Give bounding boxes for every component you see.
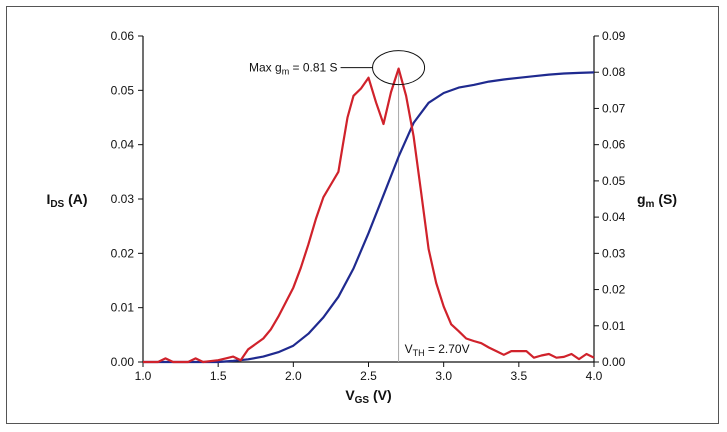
right-tick-label-9: 0.09 (602, 29, 626, 43)
series-ids-line (143, 71, 595, 364)
max-gm-subscript: m (282, 67, 290, 77)
chart: 1.0 1.5 2.0 2.5 3.0 3.5 4.00.000.010.020.030.0… (46, 29, 677, 406)
right-tick-label-8: 0.08 (602, 65, 626, 79)
x-tick-label-5: 3.5 (510, 369, 527, 383)
vth-subscript: TH (413, 348, 425, 358)
x-axis-title: VGS (V) (345, 387, 391, 406)
chart-axes (142, 36, 595, 363)
right-tick-label-4: 0.04 (602, 210, 626, 224)
right-tick-label-6: 0.06 (602, 138, 626, 152)
tick-marks (138, 35, 599, 367)
max-gm-suffix: = 0.81 S (289, 61, 337, 75)
vth-main: V (405, 342, 413, 356)
right-tick-label-5: 0.05 (602, 174, 626, 188)
right-axis-title-unit: (S) (654, 191, 677, 207)
x-axis-title-sub: GS (355, 395, 370, 406)
x-tick-label-1: 1.5 (210, 369, 227, 383)
left-tick-label-1: 0.01 (111, 301, 135, 315)
left-tick-label-3: 0.03 (111, 192, 135, 206)
left-tick-label-4: 0.04 (111, 138, 135, 152)
max-gm-prefix: Max g (249, 61, 282, 75)
left-axis-title-sub: DS (50, 199, 64, 210)
right-tick-label-7: 0.07 (602, 101, 626, 115)
x-tick-label-6: 4.0 (586, 369, 603, 383)
x-axis-title-unit: (V) (369, 387, 392, 403)
left-tick-label-2: 0.02 (111, 246, 135, 260)
max-gm-annotation: Max gm = 0.81 S (249, 61, 338, 77)
x-tick-label-2: 2.0 (285, 369, 302, 383)
right-tick-label-3: 0.03 (602, 246, 626, 260)
right-axis-title: gm (S) (637, 191, 677, 210)
left-axis-title-unit: (A) (64, 191, 87, 207)
tick-labels: 1.0 1.5 2.0 2.5 3.0 3.5 4.00.000.010.020.030.0… (111, 29, 626, 383)
right-tick-label-0: 0.00 (602, 355, 626, 369)
left-tick-label-5: 0.05 (111, 83, 135, 97)
right-tick-label-1: 0.01 (602, 319, 626, 333)
left-axis-title-main: I (46, 191, 50, 207)
x-tick-label-0: 1.0 (135, 369, 152, 383)
series-gm-line (143, 67, 595, 364)
right-tick-label-2: 0.02 (602, 283, 626, 297)
vth-annotation: VTH = 2.70V (405, 342, 470, 358)
right-axis-title-sub: m (646, 199, 655, 210)
series-group (143, 67, 595, 364)
left-tick-label-6: 0.06 (111, 29, 135, 43)
left-axis-title: IDS (A) (46, 191, 87, 210)
x-axis-title-main: V (345, 387, 355, 403)
chart-frame: 1.0 1.5 2.0 2.5 3.0 3.5 4.0 0.00 0.01 0.02 0.03 0.0… (6, 6, 719, 424)
x-tick-label-4: 3.0 (435, 369, 452, 383)
vth-suffix: = 2.70V (425, 342, 470, 356)
right-axis-title-main: g (637, 191, 646, 207)
left-tick-label-0: 0.00 (111, 355, 135, 369)
x-tick-label-3: 2.5 (360, 369, 377, 383)
